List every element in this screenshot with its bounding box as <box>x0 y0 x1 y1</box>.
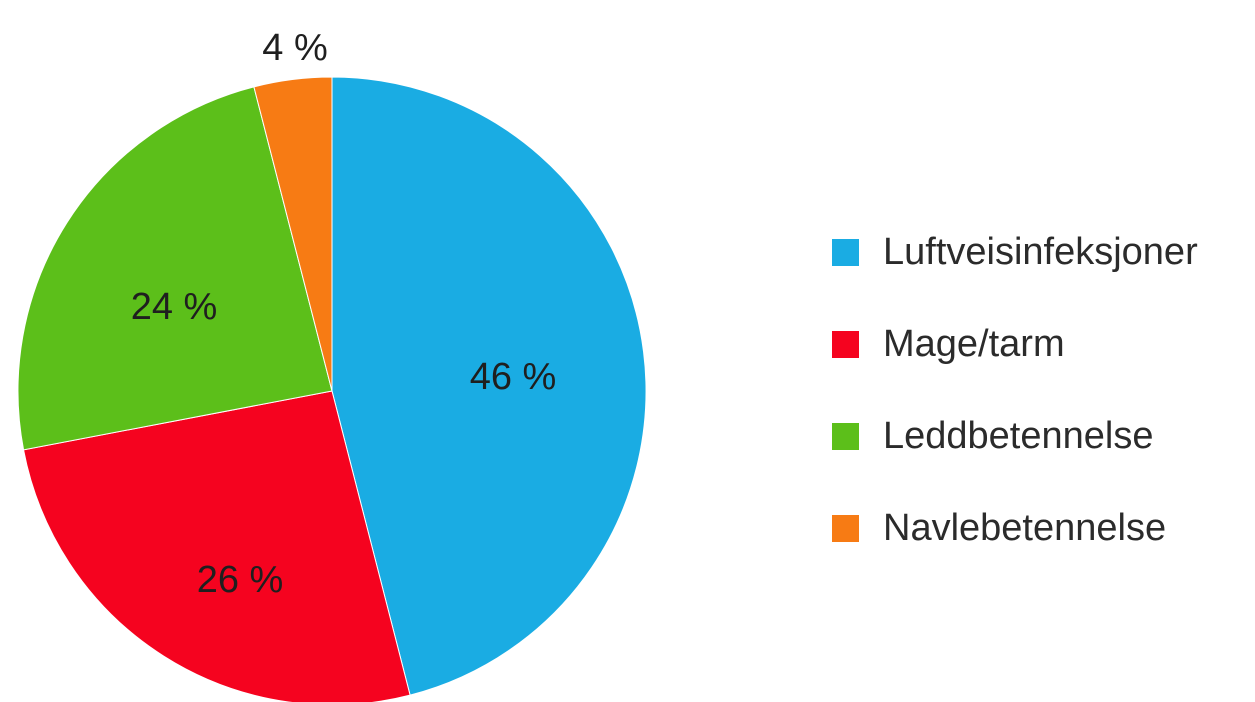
legend-label: Navlebetennelse <box>883 507 1167 549</box>
legend-swatch-mage-tarm <box>832 331 859 358</box>
data-label-navlebetennelse: 4 % <box>262 27 327 69</box>
legend-swatch-navlebetennelse <box>832 515 859 542</box>
data-label-leddbetennelse: 24 % <box>131 286 218 328</box>
legend-label: Mage/tarm <box>883 323 1065 365</box>
pie-slices <box>17 76 647 702</box>
pie-slice-leddbetennelse <box>17 86 333 451</box>
legend-swatch-luftveisinfeksjoner <box>832 239 859 266</box>
pie-data-labels: 46 % 26 % 24 % 4 % <box>131 27 557 601</box>
legend-label: Leddbetennelse <box>883 415 1154 457</box>
legend-item-mage-tarm: Mage/tarm <box>832 322 1198 367</box>
data-label-luftveisinfeksjoner: 46 % <box>470 356 557 398</box>
legend-item-navlebetennelse: Navlebetennelse <box>832 506 1198 551</box>
legend-item-luftveisinfeksjoner: Luftveisinfeksjoner <box>832 230 1198 275</box>
pie-slice-luftveisinfeksjoner <box>331 76 647 696</box>
legend-label: Luftveisinfeksjoner <box>883 231 1198 273</box>
pie-slice-navlebetennelse <box>253 76 333 392</box>
data-label-mage-tarm: 26 % <box>197 559 284 601</box>
legend-swatch-leddbetennelse <box>832 423 859 450</box>
legend-item-leddbetennelse: Leddbetennelse <box>832 414 1198 459</box>
pie-slice-mage-tarm <box>22 390 411 702</box>
chart-legend: Luftveisinfeksjoner Mage/tarm Leddbetenn… <box>832 230 1198 598</box>
